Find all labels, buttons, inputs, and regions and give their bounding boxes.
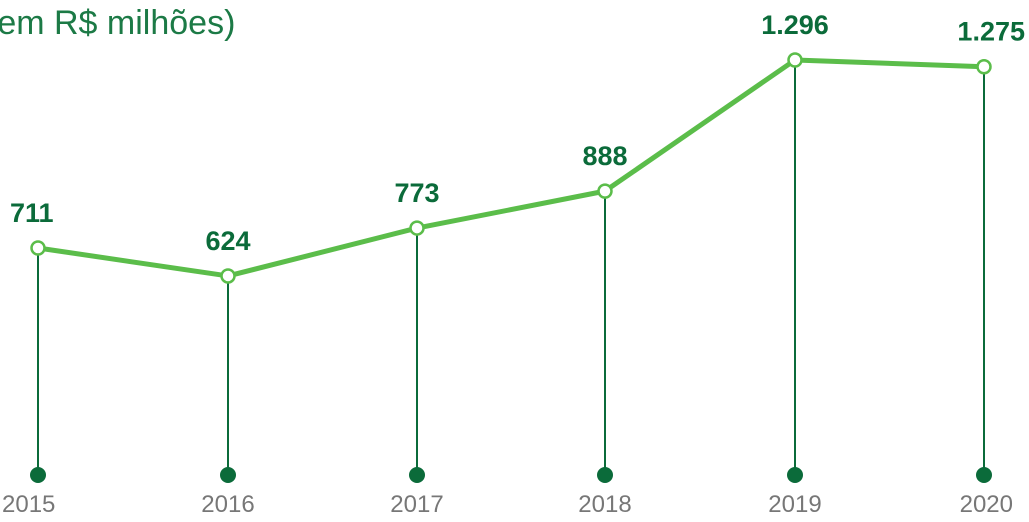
value-label-layer: 711 624 773 888 1.296 1.275 (10, 10, 1025, 256)
value-label-2018: 888 (582, 141, 627, 171)
chart-title: (em R$ milhões) (0, 0, 235, 40)
tick-label-layer: 2015 2016 2017 2018 2019 2020 (2, 491, 1013, 518)
x-tick-label-2018: 2018 (578, 491, 631, 518)
x-tick-label-2015: 2015 (2, 491, 55, 518)
value-label-2017: 773 (394, 178, 439, 208)
x-tick-label-2016: 2016 (201, 491, 254, 518)
data-point-2018 (597, 183, 613, 199)
value-label-2016: 624 (205, 226, 250, 256)
line-layer (35, 57, 987, 279)
base-dot-2016 (220, 467, 236, 483)
x-tick-label-2017: 2017 (390, 491, 443, 518)
data-point-2015 (30, 240, 46, 256)
value-label-2020: 1.275 (957, 17, 1025, 47)
data-point-2016 (220, 268, 236, 284)
data-point-2019 (787, 52, 803, 68)
x-tick-label-2020: 2020 (960, 491, 1013, 518)
base-dot-2015 (30, 467, 46, 483)
point-layer (30, 52, 992, 284)
chart-title-unit: (em R$ milhões) (0, 4, 236, 42)
x-tick-label-2019: 2019 (768, 491, 821, 518)
data-point-2020 (976, 58, 992, 75)
series-line (35, 57, 987, 279)
base-dot-2018 (597, 467, 613, 483)
stem-layer (30, 60, 992, 483)
base-dot-2019 (787, 467, 803, 483)
value-label-2015: 711 (10, 198, 54, 228)
base-dot-2020 (976, 467, 992, 483)
data-point-2017 (409, 220, 425, 236)
value-label-2019: 1.296 (761, 10, 829, 40)
base-dot-2017 (409, 467, 425, 483)
chart-title-line2: (em R$ milhões) (0, 6, 235, 40)
